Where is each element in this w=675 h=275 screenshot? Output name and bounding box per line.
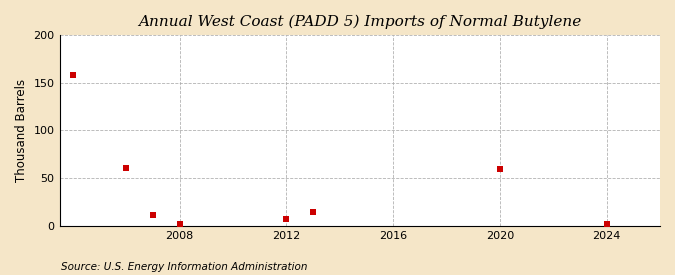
Point bbox=[495, 166, 506, 171]
Point bbox=[68, 73, 78, 77]
Point bbox=[601, 222, 612, 226]
Point bbox=[308, 209, 319, 214]
Point bbox=[148, 213, 159, 218]
Point bbox=[121, 165, 132, 170]
Title: Annual West Coast (PADD 5) Imports of Normal Butylene: Annual West Coast (PADD 5) Imports of No… bbox=[138, 15, 581, 29]
Y-axis label: Thousand Barrels: Thousand Barrels bbox=[15, 79, 28, 182]
Point bbox=[174, 222, 185, 226]
Text: Source: U.S. Energy Information Administration: Source: U.S. Energy Information Administ… bbox=[61, 262, 307, 272]
Point bbox=[281, 217, 292, 221]
